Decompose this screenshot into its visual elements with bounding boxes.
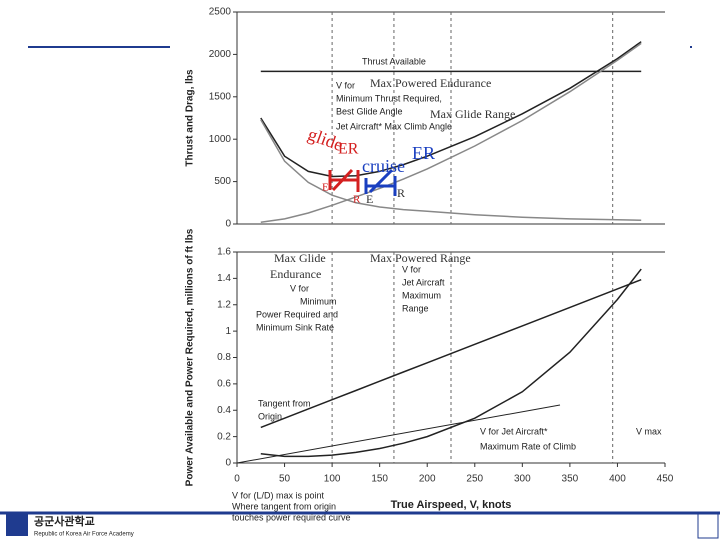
overlay-text: Max Powered Range: [370, 251, 471, 265]
overlay-text: E: [366, 192, 373, 206]
annotation: Minimum: [300, 296, 337, 306]
annotation: Minimum Sink Rate: [256, 322, 334, 332]
annotation: Thrust Available: [362, 56, 426, 66]
series-line: [260, 279, 642, 429]
annotation: Minimum Thrust Required,: [336, 93, 442, 103]
annotation: V for Jet Aircraft*: [480, 426, 548, 436]
y-tick-label: 500: [214, 176, 231, 187]
tangent-line: [236, 404, 561, 464]
annotation: Power Required and: [256, 309, 338, 319]
logo-subtext: Republic of Korea Air Force Academy: [34, 532, 134, 538]
overlay-text: Max Powered Endurance: [370, 76, 491, 90]
overlay-text: Max Glide: [274, 251, 326, 265]
y-tick-label: 1500: [209, 91, 232, 102]
annotation: V max: [636, 426, 662, 436]
overlay-text: R: [397, 186, 405, 200]
annotation: Jet Aircraft: [402, 277, 445, 287]
x-tick-label: 0: [234, 474, 240, 485]
annotation: V for: [290, 283, 309, 293]
overlay-text: R: [353, 194, 361, 206]
y-tick-label: 1.4: [217, 273, 231, 284]
x-tick-label: 250: [466, 474, 483, 485]
series-line: [260, 42, 642, 224]
y-tick-label: 1.6: [217, 247, 231, 258]
series-line: [260, 41, 642, 178]
x-tick-label: 350: [562, 474, 579, 485]
series-line: [260, 119, 642, 221]
annotation: Maximum Rate of Climb: [480, 441, 576, 451]
corner-mark: [697, 513, 719, 539]
y-tick-label: 0.8: [217, 352, 231, 363]
x-tick-label: 400: [609, 474, 626, 485]
x-axis-label: True Airspeed, V, knots: [391, 499, 512, 511]
annotation: V for: [336, 80, 355, 90]
x-tick-label: 300: [514, 474, 531, 485]
y-tick-label: 0: [225, 458, 231, 469]
overlay-text: E: [322, 182, 329, 194]
overlay-text: Endurance: [270, 267, 321, 281]
y-tick-label: 1: [225, 326, 231, 337]
annotation: Origin: [258, 411, 282, 421]
annotation: V for: [402, 264, 421, 274]
annotation: Best Glide Angle: [336, 106, 403, 116]
y-tick-label: 0.2: [217, 431, 231, 442]
annotation: Tangent from: [258, 398, 311, 408]
annotation: touches power required curve: [232, 512, 351, 522]
blue-bracket: [364, 168, 397, 196]
logo-text: 공군사관학교: [34, 514, 95, 528]
red-bracket: [328, 168, 360, 192]
annotation: V for (L/D) max is point: [232, 490, 325, 500]
x-tick-label: 150: [371, 474, 388, 485]
x-tick-label: 450: [657, 474, 674, 485]
y-tick-label: 2000: [209, 49, 232, 60]
annotation: Maximum: [402, 290, 441, 300]
logo-emblem: [6, 514, 28, 536]
y-tick-label: 0.6: [217, 379, 231, 390]
y-tick-label: 1000: [209, 134, 232, 145]
x-tick-label: 200: [419, 474, 436, 485]
overlay-text: ER: [338, 141, 359, 158]
x-tick-label: 50: [279, 474, 291, 485]
y-tick-label: 1.2: [217, 299, 231, 310]
x-tick-label: 100: [324, 474, 341, 485]
overlay-text: ER: [412, 143, 435, 163]
series-line: [260, 268, 642, 458]
y-tick-label: 0: [225, 219, 231, 230]
annotation: Where tangent from origin: [232, 501, 336, 511]
y-axis-label: Thrust and Drag, lbs: [185, 69, 196, 167]
overlay-text: cruise: [362, 156, 405, 176]
y-tick-label: 2500: [209, 7, 232, 18]
annotation: Jet Aircraft* Max Climb Angle: [336, 121, 452, 131]
y-axis-label: Power Available and Power Required, mill…: [185, 228, 196, 486]
annotation: Range: [402, 303, 429, 313]
figure-area: [170, 0, 690, 512]
overlay-text: Max Glide Range: [430, 107, 515, 121]
y-tick-label: 0.4: [217, 405, 231, 416]
